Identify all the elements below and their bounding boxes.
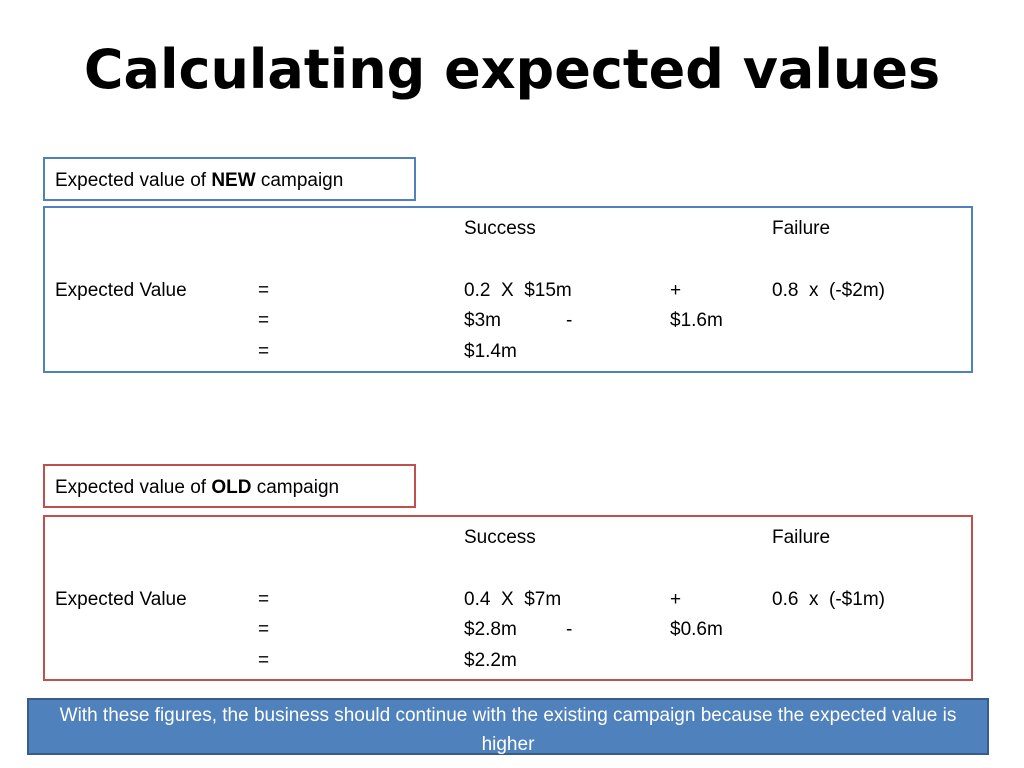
conclusion-text: With these figures, the business should … bbox=[59, 705, 957, 755]
new-failure-header: Failure bbox=[772, 218, 831, 239]
old-expected-value-label: Expected Value bbox=[55, 589, 187, 610]
old-row2-failure: $0.6m bbox=[670, 619, 723, 640]
old-row1-success: 0.4 X $7m bbox=[464, 589, 562, 610]
old-row2-operator: - bbox=[566, 619, 573, 640]
old-heading-bold: OLD bbox=[211, 477, 252, 498]
new-success-header: Success bbox=[464, 218, 536, 239]
old-row1-equals: = bbox=[258, 589, 270, 610]
old-success-header: Success bbox=[464, 527, 536, 548]
old-row2-success: $2.8m bbox=[464, 619, 517, 640]
new-heading-prefix: Expected value of bbox=[55, 170, 212, 191]
old-row3-equals: = bbox=[258, 650, 270, 671]
new-heading-bold: NEW bbox=[211, 170, 256, 191]
new-row1-equals: = bbox=[258, 280, 270, 301]
new-expected-value-label: Expected Value bbox=[55, 280, 187, 301]
new-heading-suffix: campaign bbox=[255, 170, 344, 191]
old-failure-header: Failure bbox=[772, 527, 831, 548]
old-heading-suffix: campaign bbox=[251, 477, 340, 498]
old-row1-failure: 0.6 x (-$1m) bbox=[772, 589, 885, 610]
slide-title: Calculating expected values bbox=[83, 38, 941, 101]
old-row1-operator: + bbox=[670, 589, 682, 610]
old-row3-result: $2.2m bbox=[464, 650, 517, 671]
old-campaign-calculation: Success Failure Expected Value = 0.4 X $… bbox=[43, 515, 973, 681]
new-row1-success: 0.2 X $15m bbox=[464, 280, 572, 301]
new-row1-operator: + bbox=[670, 280, 682, 301]
new-row3-equals: = bbox=[258, 341, 270, 362]
conclusion-banner: With these figures, the business should … bbox=[27, 698, 989, 755]
new-campaign-calculation: Success Failure Expected Value = 0.2 X $… bbox=[43, 206, 973, 373]
new-row1-failure: 0.8 x (-$2m) bbox=[772, 280, 885, 301]
old-row2-equals: = bbox=[258, 619, 270, 640]
new-row2-failure: $1.6m bbox=[670, 310, 723, 331]
old-heading-prefix: Expected value of bbox=[55, 477, 212, 498]
new-row2-equals: = bbox=[258, 310, 270, 331]
new-row2-operator: - bbox=[566, 310, 573, 331]
new-campaign-heading: Expected value of NEW campaign bbox=[43, 157, 416, 201]
new-row2-success: $3m bbox=[464, 310, 501, 331]
new-row3-result: $1.4m bbox=[464, 341, 517, 362]
old-campaign-heading: Expected value of OLD campaign bbox=[43, 464, 416, 508]
